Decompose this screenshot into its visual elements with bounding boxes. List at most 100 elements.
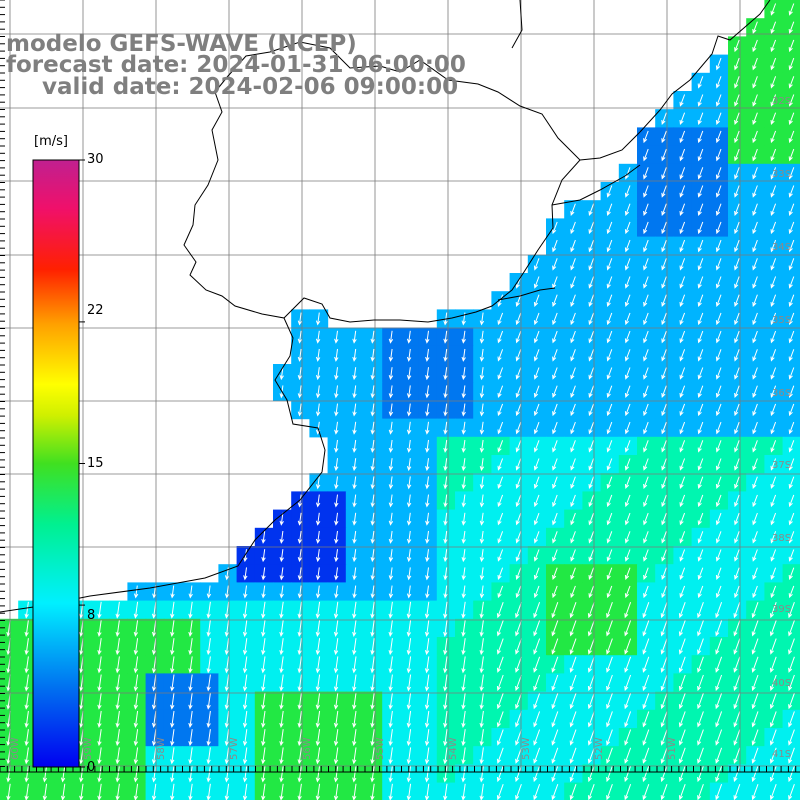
colorbar-tick-label: 30 bbox=[87, 152, 104, 167]
wind-arrow bbox=[515, 476, 522, 489]
wind-arrow bbox=[461, 421, 466, 435]
wind-arrow bbox=[515, 531, 522, 544]
wind-arrow bbox=[315, 494, 321, 508]
wind-arrow bbox=[352, 421, 357, 435]
wind-arrow bbox=[606, 367, 613, 380]
wind-arrow bbox=[715, 747, 723, 764]
wind-arrow bbox=[496, 620, 504, 637]
wind-arrow bbox=[697, 239, 704, 253]
wind-arrow bbox=[552, 585, 558, 599]
wind-arrow bbox=[352, 458, 357, 472]
latitude-label: 41S bbox=[772, 749, 791, 760]
wind-arrow bbox=[352, 549, 357, 563]
wind-arrow bbox=[352, 476, 357, 490]
wind-arrow bbox=[660, 674, 668, 692]
wind-arrow bbox=[770, 440, 777, 453]
wind-arrow bbox=[752, 330, 758, 344]
wind-arrow bbox=[587, 602, 595, 619]
wind-arrow bbox=[533, 330, 540, 344]
wind-arrow bbox=[697, 585, 704, 599]
wind-arrow bbox=[425, 330, 430, 344]
wind-arrow bbox=[97, 692, 102, 710]
wind-arrow bbox=[660, 693, 668, 710]
wind-arrow bbox=[424, 619, 430, 637]
wind-arrow bbox=[297, 585, 303, 599]
latitude-label: 32S bbox=[772, 96, 791, 107]
wind-arrow bbox=[425, 348, 430, 362]
colorbar-tick-label: 22 bbox=[87, 303, 104, 318]
wind-arrow bbox=[479, 458, 485, 472]
wind-arrow bbox=[370, 476, 375, 490]
wind-arrow bbox=[661, 567, 667, 580]
wind-arrow bbox=[297, 765, 302, 783]
wind-arrow bbox=[679, 403, 686, 417]
wind-arrow bbox=[497, 494, 504, 508]
wind-arrow bbox=[624, 711, 632, 728]
wind-arrow bbox=[588, 276, 595, 289]
wind-arrow bbox=[261, 729, 266, 747]
wind-arrow bbox=[97, 656, 102, 674]
latitude-label: 38S bbox=[772, 533, 791, 544]
colorbar-tick-label: 8 bbox=[87, 608, 96, 623]
wind-arrow bbox=[697, 494, 704, 508]
wind-arrow bbox=[97, 765, 102, 783]
wind-arrow bbox=[752, 531, 758, 544]
wind-arrow bbox=[497, 567, 504, 580]
wind-arrow bbox=[552, 549, 558, 562]
wind-arrow bbox=[334, 421, 339, 435]
wind-cell bbox=[782, 782, 800, 800]
wind-arrow bbox=[515, 367, 522, 380]
wind-arrow bbox=[606, 711, 613, 728]
wind-arrow bbox=[715, 494, 722, 508]
wind-arrow bbox=[406, 403, 412, 417]
wind-arrow bbox=[151, 729, 157, 747]
wind-arrow bbox=[370, 567, 375, 581]
wind-arrow bbox=[370, 674, 375, 692]
wind-arrow bbox=[334, 530, 339, 544]
wind-arrow bbox=[770, 294, 777, 307]
wind-arrow bbox=[569, 711, 577, 728]
wind-arrow bbox=[697, 512, 704, 526]
wind-arrow bbox=[788, 94, 795, 107]
wind-arrow bbox=[624, 258, 631, 271]
wind-arrow bbox=[661, 440, 667, 453]
wind-arrow bbox=[769, 693, 777, 710]
wind-arrow bbox=[624, 276, 631, 289]
wind-arrow bbox=[788, 440, 795, 453]
wind-arrow bbox=[643, 440, 649, 453]
longitude-label: 58W bbox=[156, 737, 167, 760]
wind-arrow bbox=[678, 765, 686, 783]
wind-arrow bbox=[279, 674, 284, 692]
wind-arrow bbox=[733, 729, 741, 746]
wind-arrow bbox=[770, 112, 777, 125]
wind-arrow bbox=[624, 512, 631, 526]
wind-arrow bbox=[588, 567, 595, 580]
wind-arrow bbox=[642, 602, 650, 619]
wind-arrow bbox=[424, 638, 430, 656]
wind-arrow bbox=[734, 349, 740, 362]
wind-arrow bbox=[788, 638, 795, 655]
wind-arrow bbox=[315, 385, 321, 399]
wind-arrow bbox=[206, 619, 211, 637]
wind-arrow bbox=[734, 258, 740, 271]
wind-arrow bbox=[715, 403, 722, 417]
wind-arrow bbox=[334, 348, 339, 362]
wind-arrow bbox=[151, 601, 157, 619]
wind-arrow bbox=[624, 349, 631, 362]
wind-arrow bbox=[697, 567, 704, 580]
wind-arrow bbox=[697, 294, 704, 307]
wind-arrow bbox=[697, 76, 704, 89]
wind-arrow bbox=[388, 476, 394, 490]
wind-arrow bbox=[151, 656, 157, 674]
wind-arrow bbox=[679, 94, 686, 107]
wind-arrow bbox=[715, 602, 723, 619]
wind-arrow bbox=[624, 203, 631, 216]
wind-arrow bbox=[715, 656, 723, 673]
wind-arrow bbox=[606, 385, 613, 398]
wind-arrow bbox=[770, 76, 777, 89]
wind-arrow bbox=[497, 330, 504, 344]
wind-arrow bbox=[734, 440, 740, 453]
wind-arrow bbox=[661, 585, 667, 599]
wind-arrow bbox=[770, 167, 777, 180]
wind-arrow bbox=[606, 294, 613, 307]
